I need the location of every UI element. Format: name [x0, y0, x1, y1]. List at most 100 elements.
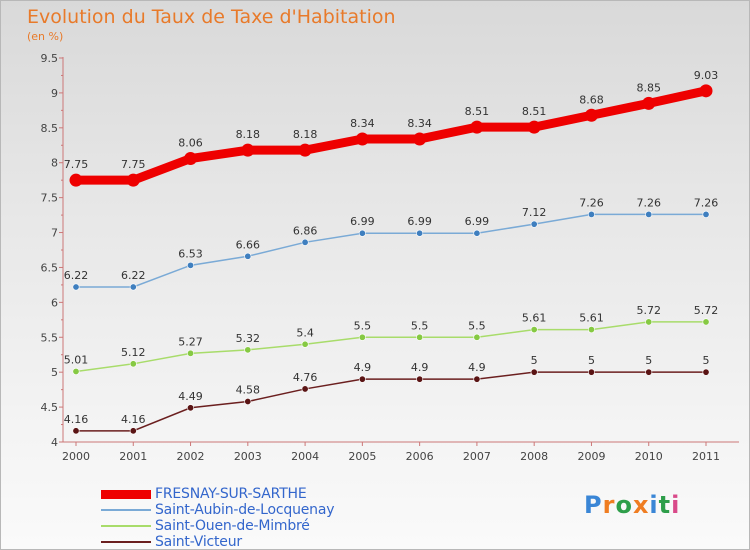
x-tick-label: 2001: [119, 450, 147, 463]
data-label: 5.5: [354, 319, 372, 332]
logo-letter: o: [615, 491, 633, 519]
legend-item: FRESNAY-SUR-SARTHE: [101, 486, 334, 502]
data-point: [244, 346, 252, 354]
series-line: [76, 213, 706, 288]
data-point: [416, 229, 424, 237]
data-point: [645, 368, 653, 376]
data-point: [298, 143, 312, 157]
data-point: [129, 360, 137, 368]
data-label: 6.86: [293, 224, 318, 237]
series-line: [71, 86, 711, 185]
legend-swatch: [101, 509, 151, 511]
data-point: [702, 368, 710, 376]
legend-label: Saint-Ouen-de-Mimbré: [155, 518, 310, 534]
data-label: 7.75: [64, 158, 89, 171]
y-tick-label: 7.5: [41, 192, 59, 205]
data-label: 8.18: [236, 128, 261, 141]
logo-letter: i: [671, 491, 681, 519]
logo-letter: i: [649, 491, 659, 519]
x-tick-label: 2006: [406, 450, 434, 463]
data-point: [530, 326, 538, 334]
legend-label: FRESNAY-SUR-SARTHE: [155, 486, 307, 502]
data-point: [702, 318, 710, 326]
data-point: [301, 238, 309, 246]
data-label: 6.99: [407, 215, 432, 228]
legend-item: Saint-Victeur: [101, 534, 334, 550]
data-point: [301, 385, 309, 393]
x-tick-label: 2002: [177, 450, 205, 463]
y-tick-label: 4.5: [41, 401, 59, 414]
x-tick-label: 2010: [635, 450, 663, 463]
data-label: 5.5: [411, 319, 429, 332]
data-point: [645, 318, 653, 326]
data-point: [184, 152, 198, 166]
data-point: [72, 367, 80, 375]
data-label: 6.66: [236, 238, 261, 251]
data-point: [702, 210, 710, 218]
y-tick-label: 9: [51, 87, 58, 100]
data-point: [72, 283, 80, 291]
data-label: 5: [645, 354, 652, 367]
series-line: [76, 371, 706, 432]
data-point: [587, 326, 595, 334]
series-line: [75, 321, 706, 373]
data-point: [126, 173, 140, 187]
data-label: 4.9: [354, 361, 372, 374]
x-tick-label: 2009: [577, 450, 605, 463]
legend-swatch: [101, 541, 151, 543]
data-point: [187, 404, 195, 412]
data-point: [470, 120, 484, 134]
data-point: [699, 84, 713, 98]
y-tick-label: 6: [51, 296, 58, 309]
proxiti-logo: Proxiti: [584, 491, 680, 519]
logo-letter: r: [602, 491, 616, 519]
data-point: [587, 368, 595, 376]
data-point: [129, 283, 137, 291]
chart-unit: (en %): [27, 30, 64, 43]
chart-legend: FRESNAY-SUR-SARTHE Saint-Aubin-de-Locque…: [101, 486, 334, 550]
data-label: 7.26: [636, 196, 661, 209]
data-label: 5.32: [236, 332, 261, 345]
logo-letter: P: [584, 491, 603, 519]
data-label: 5.27: [178, 335, 203, 348]
data-label: 6.22: [64, 269, 89, 282]
data-label: 4.76: [293, 371, 318, 384]
data-label: 4.9: [411, 361, 429, 374]
data-label: 5: [703, 354, 710, 367]
data-point: [69, 173, 83, 187]
legend-item: Saint-Ouen-de-Mimbré: [101, 518, 334, 534]
y-tick-label: 6.5: [41, 261, 59, 274]
x-tick-label: 2008: [520, 450, 548, 463]
legend-label: Saint-Aubin-de-Locquenay: [155, 502, 335, 518]
logo-letter: t: [658, 491, 672, 519]
data-point: [187, 261, 195, 269]
data-label: 6.99: [465, 215, 490, 228]
data-label: 5.01: [64, 353, 89, 366]
data-point: [530, 220, 538, 228]
data-label: 5: [531, 354, 538, 367]
x-tick-label: 2007: [463, 450, 491, 463]
y-tick-label: 7: [51, 227, 58, 240]
legend-label: Saint-Victeur: [155, 534, 242, 550]
data-point: [244, 252, 252, 260]
data-point: [642, 96, 656, 110]
data-label: 7.26: [579, 196, 604, 209]
data-label: 4.49: [178, 390, 203, 403]
data-label: 4.58: [236, 384, 261, 397]
data-point: [645, 210, 653, 218]
data-label: 6.99: [350, 215, 375, 228]
legend-swatch: [101, 525, 151, 527]
data-point: [241, 143, 255, 157]
data-point: [416, 333, 424, 341]
data-label: 5.61: [522, 312, 547, 325]
data-label: 5.5: [468, 319, 486, 332]
data-label: 8.06: [178, 137, 203, 150]
y-tick-label: 8.5: [41, 122, 59, 135]
data-label: 7.12: [522, 206, 547, 219]
x-tick-label: 2005: [348, 450, 376, 463]
data-label: 5.4: [296, 326, 314, 339]
data-label: 4.9: [468, 361, 486, 374]
data-label: 8.85: [636, 81, 661, 94]
data-point: [187, 349, 195, 357]
